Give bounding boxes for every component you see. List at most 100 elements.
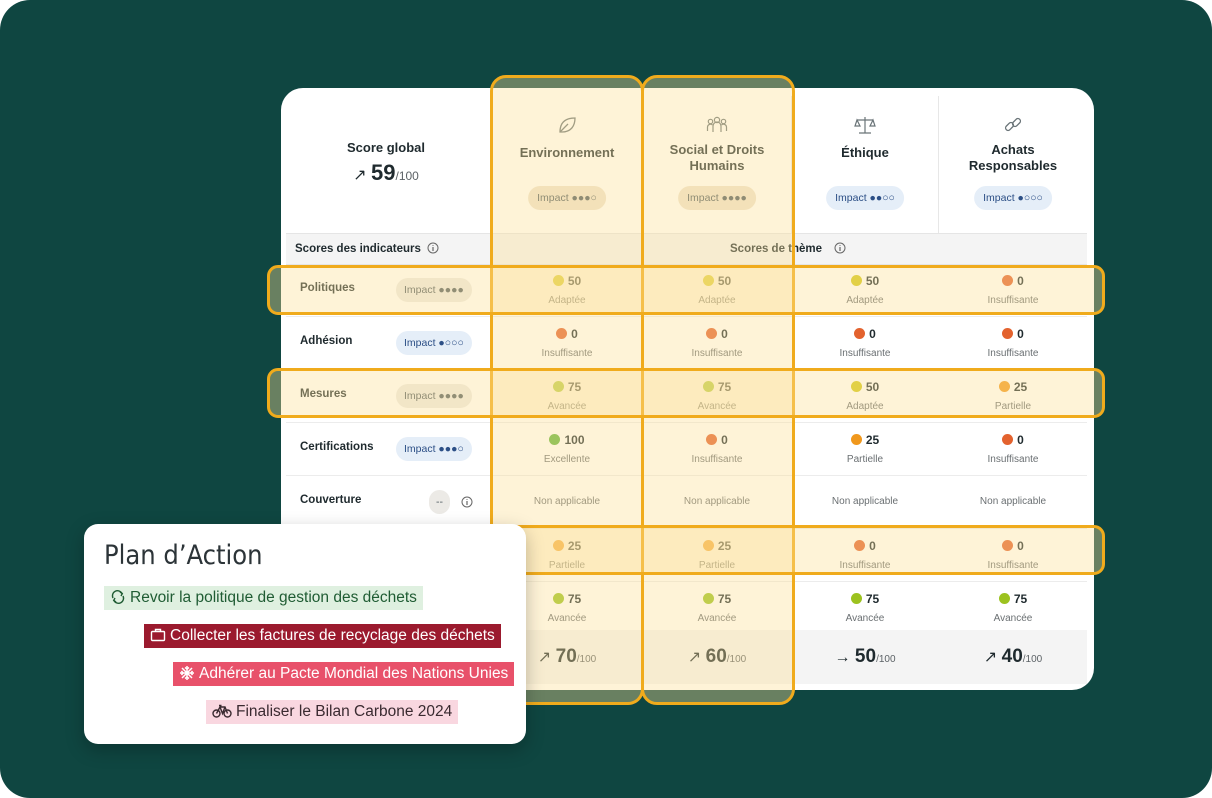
score-cell[interactable]: Non applicable — [493, 476, 641, 528]
link-icon — [1002, 114, 1024, 141]
trend-arrow-icon: ↗ — [687, 649, 702, 666]
score-level-label: Insuffisante — [839, 560, 891, 571]
score-value: 25 — [567, 539, 582, 553]
score-level-label: Adaptée — [846, 401, 884, 412]
score-global-number: 59 — [371, 160, 396, 185]
score-level-label: Avancée — [845, 613, 885, 624]
indicator-row: Couverture -- Non applicable Non applicable… — [286, 476, 1087, 529]
score-value: 0 — [869, 539, 876, 553]
score-value: 50 — [717, 274, 732, 288]
score-level-label: Partielle — [846, 454, 884, 465]
status-dot-icon — [850, 381, 862, 392]
score-value: 0 — [571, 327, 578, 341]
score-level-label: Avancée — [547, 613, 587, 624]
action-item[interactable]: Collecter les factures de recyclage des … — [144, 624, 501, 648]
score-value: 0 — [1017, 539, 1024, 553]
score-cell[interactable]: 50 Adaptée — [791, 264, 939, 316]
indicator-label: Politiques — [300, 282, 355, 294]
theme-header-achats[interactable]: Achats Responsables Impact ●○○○ — [939, 88, 1087, 233]
score-level-label: Insuffisante — [987, 454, 1039, 465]
score-cell[interactable]: 75 Avancée — [493, 582, 641, 634]
action-item[interactable]: Finaliser le Bilan Carbone 2024 — [206, 700, 459, 724]
action-item-text: Collecter les factures de recyclage des … — [170, 627, 495, 644]
info-icon[interactable] — [834, 242, 846, 257]
score-global-max: /100 — [395, 169, 419, 183]
impact-badge: -- — [429, 490, 450, 514]
score-cell[interactable]: 75 Avancée — [791, 582, 939, 634]
trend-arrow-icon: ↗ — [353, 167, 367, 184]
total-value: 40 — [1001, 646, 1023, 667]
score-cell[interactable]: Non applicable — [939, 476, 1087, 528]
action-item[interactable]: Revoir la politique de gestion des déche… — [104, 586, 423, 610]
score-level-label: Partielle — [698, 560, 736, 571]
score-value: 75 — [567, 380, 582, 394]
status-dot-icon — [998, 381, 1010, 392]
score-level-label: Avancée — [697, 401, 737, 412]
not-applicable-label: Non applicable — [979, 496, 1047, 507]
score-cell[interactable]: 75 Avancée — [939, 582, 1087, 634]
score-cell[interactable]: 0 Insuffisante — [939, 264, 1087, 316]
status-dot-icon — [998, 593, 1010, 604]
theme-scores-label: Scores de thème — [730, 243, 823, 255]
score-value: 75 — [717, 592, 732, 606]
theme-header-social[interactable]: Social et Droits Humains Impact ●●●● — [643, 88, 791, 233]
score-cell[interactable]: 0 Insuffisante — [939, 317, 1087, 369]
score-cell[interactable]: 50 Adaptée — [643, 264, 791, 316]
info-icon[interactable] — [461, 495, 473, 513]
score-cell[interactable]: 50 Adaptée — [791, 370, 939, 422]
total-max: /100 — [876, 654, 896, 665]
score-value: 50 — [865, 274, 880, 288]
impact-badge: Impact ●○○○ — [396, 331, 472, 355]
not-applicable-label: Non applicable — [533, 496, 601, 507]
column-divider — [791, 96, 792, 236]
score-cell[interactable]: 0 Insuffisante — [643, 317, 791, 369]
score-value: 75 — [567, 592, 582, 606]
indicator-scores-label: Scores des indicateurs — [295, 243, 421, 255]
total-max: /100 — [1022, 654, 1043, 665]
indicator-label: Adhésion — [300, 335, 353, 347]
status-dot-icon — [854, 328, 866, 339]
score-cell[interactable]: 25 Partielle — [791, 423, 939, 475]
status-dot-icon — [702, 381, 714, 392]
indicator-row: 25 Partielle 25 Partielle 0 Insuffisante 0 Insu… — [286, 529, 1087, 582]
action-item-text: Revoir la politique de gestion des déche… — [130, 589, 417, 606]
score-global-title: Score global — [346, 140, 426, 155]
score-cell[interactable]: 25 Partielle — [493, 529, 641, 581]
score-cell[interactable]: Non applicable — [791, 476, 939, 528]
theme-header-ethique[interactable]: Éthique Impact ●●○○ — [791, 88, 939, 233]
info-icon[interactable] — [427, 242, 439, 257]
theme-name: Environnement — [519, 145, 615, 160]
theme-header-environnement[interactable]: Environnement Impact ●●●○ — [493, 88, 641, 233]
indicator-label: Certifications — [300, 441, 374, 453]
impact-badge: Impact ●●●● — [678, 186, 756, 210]
score-cell[interactable]: 75 Avancée — [643, 370, 791, 422]
score-cell[interactable]: 0 Insuffisante — [791, 529, 939, 581]
score-cell[interactable]: 100 Excellente — [493, 423, 641, 475]
score-cell[interactable]: 75 Avancée — [643, 582, 791, 634]
table-subheader: Scores des indicateurs Scores de thème — [286, 233, 1087, 265]
score-level-label: Excellente — [543, 454, 591, 465]
score-cell[interactable]: 25 Partielle — [939, 370, 1087, 422]
score-cell[interactable]: 75 Avancée — [493, 370, 641, 422]
score-cell[interactable]: 25 Partielle — [643, 529, 791, 581]
theme-name-line1: Social et Droits — [669, 142, 765, 157]
score-cell[interactable]: 0 Insuffisante — [939, 423, 1087, 475]
score-cell[interactable]: 50 Adaptée — [493, 264, 641, 316]
score-level-label: Insuffisante — [839, 348, 891, 359]
score-level-label: Insuffisante — [541, 348, 593, 359]
score-cell[interactable]: 0 Insuffisante — [791, 317, 939, 369]
score-cell[interactable]: Non applicable — [643, 476, 791, 528]
action-item[interactable]: Adhérer au Pacte Mondial des Nations Uni… — [173, 662, 515, 686]
not-applicable-label: Non applicable — [683, 496, 751, 507]
score-global-value: ↗ 59/100 — [281, 160, 491, 186]
action-item-text: Finaliser le Bilan Carbone 2024 — [236, 703, 453, 720]
theme-total-social: ↗ 60/100 — [643, 646, 791, 668]
score-cell[interactable]: 0 Insuffisante — [493, 317, 641, 369]
action-plan-title: Plan d’Action — [104, 540, 263, 571]
score-value: 100 — [564, 433, 585, 447]
theme-total-environnement: ↗ 70/100 — [493, 646, 641, 668]
snowflake-icon — [180, 666, 194, 680]
score-cell[interactable]: 0 Insuffisante — [643, 423, 791, 475]
score-cell[interactable]: 0 Insuffisante — [939, 529, 1087, 581]
